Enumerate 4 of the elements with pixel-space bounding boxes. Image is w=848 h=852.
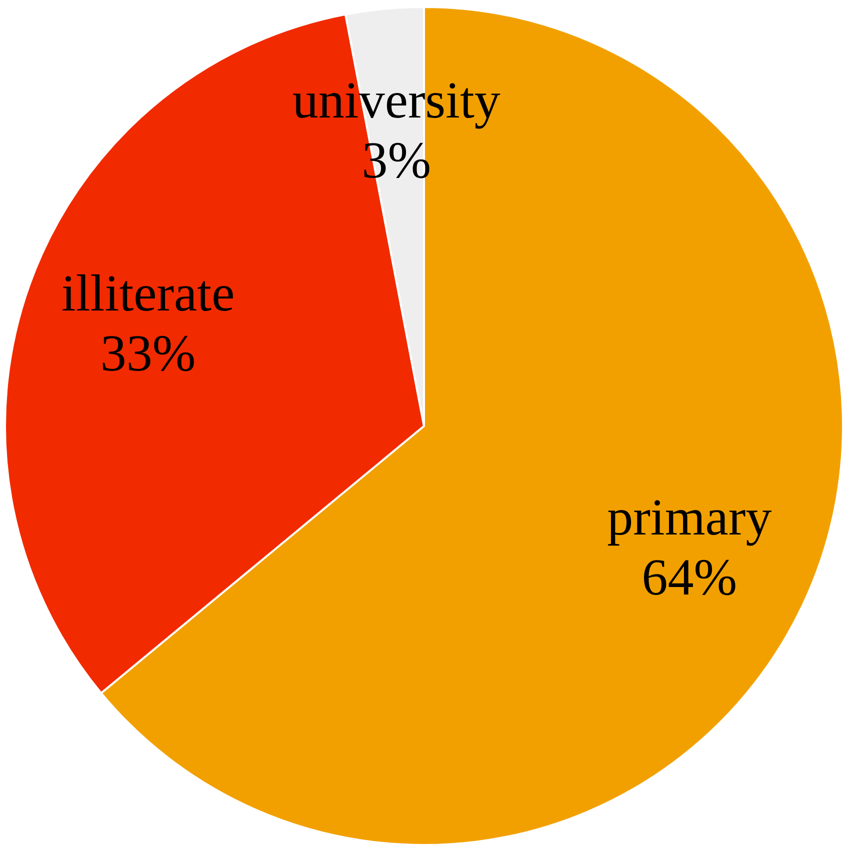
slice-label: primary — [607, 490, 772, 547]
data-label: 64% — [642, 550, 738, 607]
data-label: 33% — [100, 325, 196, 382]
slice-label: illiterate — [61, 265, 235, 322]
